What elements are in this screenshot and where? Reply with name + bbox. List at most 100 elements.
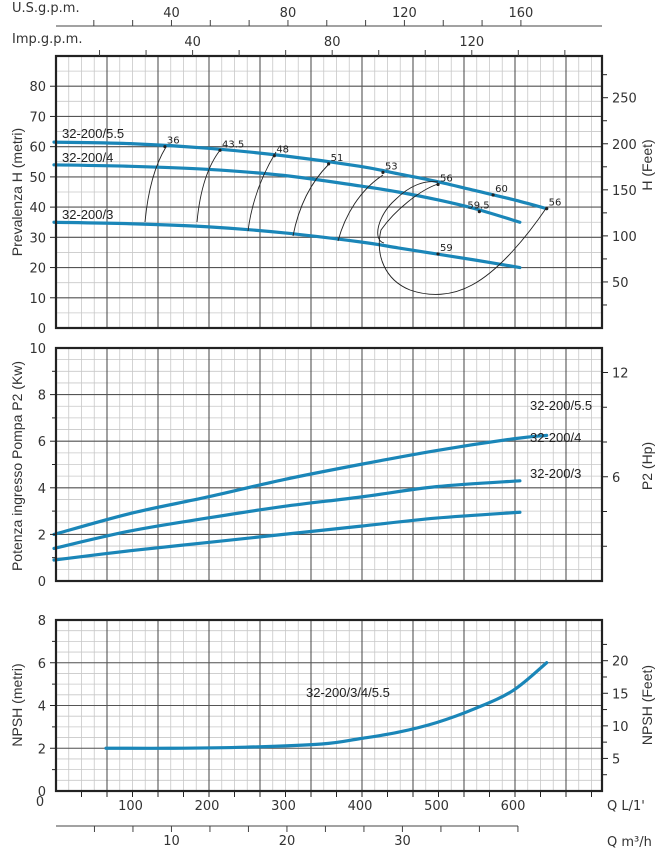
power-series-label: 32-200/5.5 [530,398,592,413]
m3h-tick-label: 30 [394,834,411,849]
y-tick-label: 0 [38,785,46,800]
right-tick-label: 12 [612,367,629,382]
power-ylabel-right: P2 (Hp) [639,442,655,490]
right-tick-label: 150 [612,184,637,199]
m3h-tick-label: 20 [279,834,296,849]
efficiency-point [477,210,481,214]
efficiency-point [436,182,440,187]
efficiency-point [381,170,385,174]
efficiency-label: 43.5 [222,139,244,150]
efficiency-point [491,193,495,197]
efficiency-isoline [247,151,277,232]
y-tick-label: 4 [38,700,46,715]
efficiency-label: 36 [167,136,180,147]
efficiency-isoline [292,163,330,237]
efficiency-isoline [196,148,222,223]
head-series-label: 32-200/3 [62,207,113,222]
x-tick-label: 600 [501,799,526,814]
x-tick-label: 400 [348,799,373,814]
y-tick-label: 0 [38,322,46,337]
efficiency-isoline [337,174,384,242]
power-curve-32-200-4 [52,479,522,550]
y-tick-label: 40 [29,201,46,216]
y-tick-label: 2 [38,528,46,543]
us-gpm-tick-label: 80 [280,6,297,21]
y-tick-label: 80 [29,80,46,95]
m3h-tick-label: 10 [163,834,180,849]
efficiency-point [327,162,331,166]
us-gpm-tick-label: 160 [509,6,534,21]
y-tick-label: 30 [29,231,46,246]
x-tick-label: 500 [424,799,449,814]
efficiency-label: 53 [385,161,398,172]
q-m3h-axis-label: Q m³/h [607,835,652,850]
head-series-label: 32-200/4 [62,150,113,165]
efficiency-label: 59 [440,243,453,254]
head-curve-32-200-3 [52,220,522,270]
efficiency-point [163,145,167,149]
us-gpm-tick-label: 120 [392,6,417,21]
efficiency-isoline [378,183,548,295]
head-curve-32-200-4 [52,163,522,224]
right-tick-label: 100 [612,230,637,245]
imp-gpm-tick-label: 40 [184,35,201,50]
y-tick-label: 10 [29,292,46,307]
y-tick-label: 60 [29,141,46,156]
power-ylabel: Potenza ingresso Pompa P2 (Kw) [9,361,25,571]
efficiency-label: 56 [440,173,453,184]
right-tick-label: 20 [612,655,629,670]
y-tick-label: 8 [38,614,46,629]
efficiency-isoline [144,146,167,223]
npsh-ylabel-right: NPSH (Feet) [639,665,655,745]
y-tick-label: 8 [38,389,46,404]
y-tick-label: 20 [29,262,46,277]
q-lmin-axis-label: Q L/1' [607,799,645,814]
head-ylabel: Prevalenza H (metri) [9,128,25,256]
right-tick-label: 15 [612,687,629,702]
efficiency-point [218,148,222,152]
efficiency-point [545,207,549,211]
head-plot-frame [54,54,604,330]
x-tick-label: 300 [271,799,296,814]
efficiency-isoline [377,181,439,244]
efficiency-point [436,252,440,256]
y-tick-label: 2 [38,742,46,757]
right-tick-label: 5 [612,752,620,767]
npsh-curve-32-200-3-4-5-5 [104,661,549,750]
y-tick-label: 4 [38,482,46,497]
power-series-label: 32-200/4 [530,430,581,445]
efficiency-label: 51 [331,153,344,164]
imp-gpm-axis-label: Imp.g.p.m. [12,32,82,47]
right-tick-label: 6 [612,471,620,486]
efficiency-label: 56 [549,198,562,209]
us-gpm-axis-label: U.S.g.p.m. [12,1,80,16]
efficiency-label: 59.5 [467,201,489,212]
head-series-label: 32-200/5.5 [62,126,124,141]
right-tick-label: 50 [612,276,629,291]
y-tick-label: 10 [29,342,46,357]
right-tick-label: 250 [612,92,637,107]
x-tick-label: 100 [118,799,143,814]
us-gpm-tick-label: 40 [163,6,180,21]
right-tick-label: 10 [612,720,629,735]
x-zero-label: 0 [36,795,44,810]
power-series-label: 32-200/3 [530,466,581,481]
power-curve-32-200-3 [52,510,522,562]
efficiency-point [272,154,276,158]
y-tick-label: 50 [29,171,46,186]
y-tick-label: 70 [29,110,46,125]
power-curve-32-200-5-5 [52,433,549,536]
imp-gpm-tick-label: 80 [324,35,341,50]
head-ylabel-right: H (Feet) [639,139,655,190]
y-tick-label: 0 [38,575,46,590]
right-tick-label: 200 [612,138,637,153]
efficiency-label: 60 [495,184,508,195]
efficiency-label: 48 [276,145,289,156]
npsh-series-label: 32-200/3/4/5.5 [306,685,390,700]
imp-gpm-tick-label: 120 [459,35,484,50]
head-curve-32-200-5-5 [52,140,549,211]
y-tick-label: 6 [38,435,46,450]
y-tick-label: 6 [38,657,46,672]
npsh-ylabel: NPSH (metri) [9,663,25,746]
